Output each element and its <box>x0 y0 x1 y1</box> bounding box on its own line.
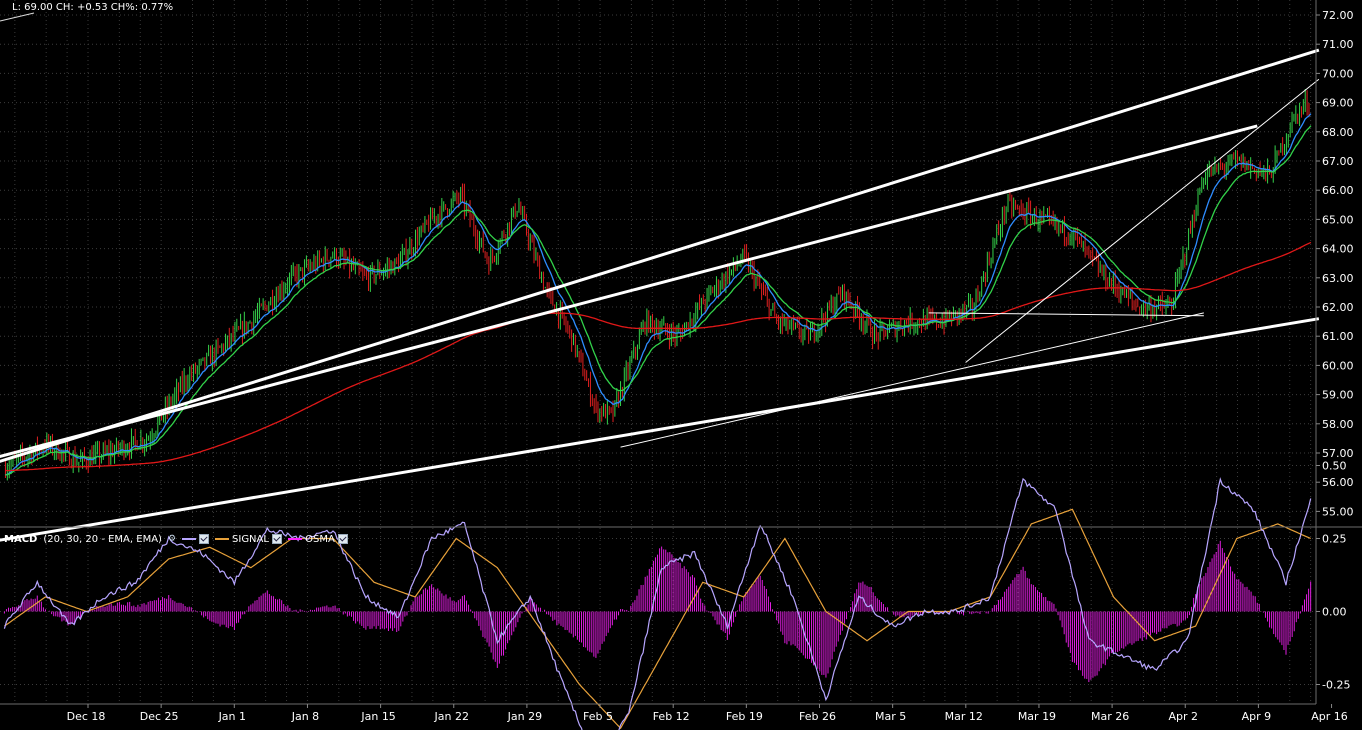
ma-medium <box>5 125 1312 476</box>
y-tick-label: 57.00 <box>1322 447 1354 460</box>
macd-tick-label: 0.25 <box>1322 533 1347 546</box>
x-tick-label: Jan 8 <box>291 710 319 723</box>
legend-label-osma: OSMA <box>305 533 335 545</box>
y-tick-label: 71.00 <box>1322 38 1354 51</box>
y-tick-label: 67.00 <box>1322 155 1354 168</box>
y-tick-label: 62.00 <box>1322 301 1354 314</box>
check-box-icon[interactable] <box>272 533 283 544</box>
x-tick-label: Apr 9 <box>1242 710 1272 723</box>
signal-swatch <box>215 537 230 540</box>
moving-averages <box>5 113 1312 476</box>
x-tick-label: Feb 26 <box>799 710 836 723</box>
macd-legend[interactable]: MACD (20, 30, 20 - EMA, EMA) ⚙ SIGNAL OS… <box>4 532 349 546</box>
y-tick-label: 65.00 <box>1322 213 1354 226</box>
y-tick-label: 63.00 <box>1322 272 1354 285</box>
y-tick-label: 66.00 <box>1322 184 1354 197</box>
check-box-icon[interactable] <box>338 533 349 544</box>
x-tick-label: Apr 2 <box>1168 710 1198 723</box>
legend-item-osma[interactable]: OSMA <box>288 533 349 545</box>
y-tick-label: 58.00 <box>1322 418 1354 431</box>
x-tick-label: Jan 29 <box>507 710 542 723</box>
status-line: L: 69.00 CH: +0.53 CH%: 0.77% <box>12 2 174 13</box>
check-box-icon[interactable] <box>199 533 210 544</box>
trend-line[interactable] <box>620 312 1204 448</box>
trend-line[interactable] <box>928 312 1204 317</box>
x-tick-label: Feb 5 <box>583 710 613 723</box>
x-tick-label: Mar 5 <box>875 710 906 723</box>
macd-params: (20, 30, 20 - EMA, EMA) <box>43 533 162 545</box>
macd-axis: 0.500.250.00-0.25-0.50 <box>1316 460 1350 692</box>
status-indicator-line <box>0 12 35 22</box>
macd-swatch <box>182 537 197 540</box>
x-tick-label: Mar 26 <box>1091 710 1129 723</box>
macd-line <box>3 477 1312 730</box>
grid <box>0 0 1316 704</box>
y-tick-label: 68.00 <box>1322 126 1354 139</box>
x-tick-label: Jan 15 <box>360 710 395 723</box>
y-tick-label: 70.00 <box>1322 67 1354 80</box>
macd-lines <box>3 477 1312 730</box>
trend-line[interactable] <box>0 124 1258 462</box>
x-tick-label: Mar 19 <box>1018 710 1056 723</box>
wrench-icon[interactable]: ⚙ <box>167 534 177 544</box>
trend-line[interactable] <box>965 78 1320 363</box>
macd-tick-label: 0.50 <box>1322 460 1347 473</box>
trend-line[interactable] <box>0 317 1320 544</box>
x-tick-label: Feb 19 <box>726 710 763 723</box>
trend-line[interactable] <box>0 48 1320 468</box>
ma-fast <box>5 113 1312 476</box>
price-axis: 72.00 71.00 70.00 69.00 68.00 67.00 66.00 65.00… <box>1316 9 1354 518</box>
osma-swatch <box>288 537 303 540</box>
x-tick-label: Mar 12 <box>945 710 983 723</box>
y-tick-label: 55.00 <box>1322 505 1354 518</box>
macd-title: MACD <box>4 533 38 545</box>
axes <box>0 0 1362 705</box>
date-axis: Dec 18 Dec 25 Jan 1 Jan 8 Jan 15 Jan 22 Jan 29… <box>67 704 1348 723</box>
x-tick-label: Jan 22 <box>434 710 469 723</box>
x-tick-label: Feb 12 <box>653 710 690 723</box>
legend-item-signal[interactable]: SIGNAL <box>215 533 283 545</box>
y-tick-label: 64.00 <box>1322 243 1354 256</box>
y-tick-label: 56.00 <box>1322 476 1354 489</box>
trend-lines[interactable] <box>0 48 1320 544</box>
y-tick-label: 60.00 <box>1322 359 1354 372</box>
macd-tick-label: 0.00 <box>1322 606 1347 619</box>
legend-item-macd[interactable] <box>182 533 210 545</box>
y-tick-label: 69.00 <box>1322 97 1354 110</box>
legend-label-signal: SIGNAL <box>232 533 269 545</box>
y-tick-label: 59.00 <box>1322 389 1354 402</box>
x-tick-label: Apr 16 <box>1311 710 1348 723</box>
signal-line <box>4 508 1311 730</box>
macd-tick-label: -0.25 <box>1322 679 1350 692</box>
x-tick-label: Dec 25 <box>140 710 179 723</box>
ma-slow <box>5 241 1312 472</box>
x-tick-label: Dec 18 <box>67 710 106 723</box>
x-tick-label: Jan 1 <box>218 710 246 723</box>
y-tick-label: 72.00 <box>1322 9 1354 22</box>
y-tick-label: 61.00 <box>1322 330 1354 343</box>
